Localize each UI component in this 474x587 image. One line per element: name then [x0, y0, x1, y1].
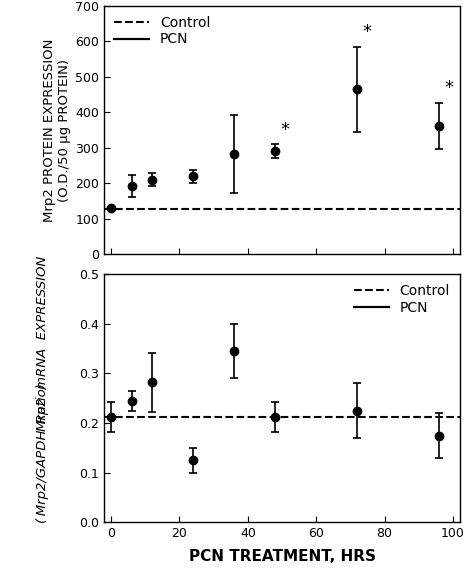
Text: *: *	[445, 79, 454, 97]
Text: *: *	[362, 23, 371, 41]
Text: Mrp2  mRNA  EXPRESSION: Mrp2 mRNA EXPRESSION	[36, 256, 48, 431]
X-axis label: PCN TREATMENT, HRS: PCN TREATMENT, HRS	[189, 549, 375, 564]
Legend: Control, PCN: Control, PCN	[111, 13, 213, 49]
Text: *: *	[280, 121, 289, 139]
Text: ( Mrp2/GAPDH  Ratio): ( Mrp2/GAPDH Ratio)	[36, 383, 48, 523]
Y-axis label: Mrp2 PROTEIN EXPRESSION
(O.D./50 µg PROTEIN): Mrp2 PROTEIN EXPRESSION (O.D./50 µg PROT…	[43, 38, 71, 222]
Legend: Control, PCN: Control, PCN	[351, 281, 453, 318]
